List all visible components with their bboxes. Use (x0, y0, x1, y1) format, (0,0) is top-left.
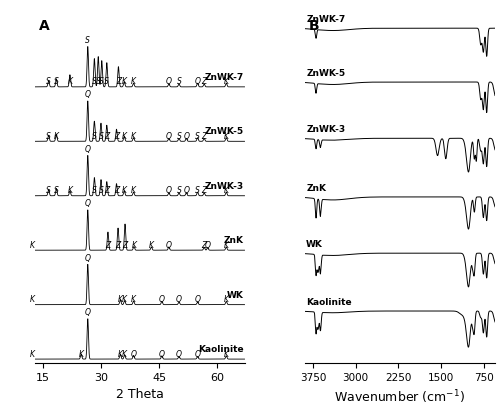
Text: Z: Z (202, 132, 207, 141)
Text: K: K (122, 295, 127, 304)
Text: Q: Q (176, 295, 182, 304)
Text: ZnWK-5: ZnWK-5 (306, 69, 346, 78)
Text: Z: Z (114, 186, 119, 195)
Text: K: K (224, 186, 229, 195)
Text: K: K (30, 241, 35, 250)
Text: K: K (131, 78, 136, 86)
Text: Q: Q (166, 186, 172, 195)
Text: Z: Z (202, 241, 207, 250)
Text: S: S (176, 78, 182, 86)
X-axis label: Wavenumber (cm$^{-1}$): Wavenumber (cm$^{-1}$) (334, 388, 465, 406)
Text: Q: Q (204, 241, 210, 250)
Text: K: K (54, 132, 59, 141)
Text: Q: Q (85, 91, 91, 100)
Text: K: K (131, 132, 136, 141)
Text: K: K (131, 186, 136, 195)
Text: S: S (195, 186, 200, 195)
Text: S: S (46, 186, 51, 195)
Text: Q: Q (166, 132, 172, 141)
Text: K: K (122, 350, 127, 359)
Text: K: K (118, 295, 123, 304)
Text: Q: Q (194, 350, 200, 359)
Text: S: S (195, 132, 200, 141)
Text: Q: Q (85, 145, 91, 154)
Text: S: S (100, 78, 104, 86)
Text: ZnWK-3: ZnWK-3 (306, 125, 346, 134)
Text: K: K (118, 350, 123, 359)
Text: K: K (131, 295, 136, 304)
Text: S: S (92, 132, 97, 141)
Text: K: K (224, 350, 229, 359)
Text: S: S (46, 132, 51, 141)
Text: K: K (224, 132, 229, 141)
Text: K: K (122, 78, 126, 86)
Text: K: K (78, 350, 84, 359)
Text: Z: Z (116, 78, 121, 86)
Text: ZnWK-7: ZnWK-7 (204, 73, 244, 82)
Text: Z: Z (202, 186, 207, 195)
Text: Z: Z (202, 78, 207, 86)
Text: Q: Q (85, 308, 91, 317)
Text: S: S (96, 78, 100, 86)
Text: ZnWK-7: ZnWK-7 (306, 15, 346, 24)
Text: Q: Q (176, 350, 182, 359)
Text: K: K (68, 78, 72, 86)
Text: Z: Z (114, 132, 119, 141)
Text: S: S (92, 78, 97, 86)
X-axis label: 2 Theta: 2 Theta (116, 388, 164, 401)
Text: S: S (176, 186, 182, 195)
Text: Z: Z (104, 132, 110, 141)
Text: Z: Z (106, 241, 110, 250)
Text: ZnWK-3: ZnWK-3 (204, 182, 244, 191)
Text: K: K (122, 132, 126, 141)
Text: Q: Q (166, 78, 172, 86)
Text: ZnK: ZnK (306, 184, 326, 193)
Text: Q: Q (130, 350, 136, 359)
Text: S: S (46, 78, 51, 86)
Text: K: K (68, 186, 72, 195)
Text: K: K (224, 241, 229, 250)
Text: WK: WK (227, 291, 244, 300)
Text: K: K (122, 186, 126, 195)
Text: S: S (92, 186, 97, 195)
Text: S: S (54, 78, 59, 86)
Text: S: S (104, 78, 109, 86)
Text: S: S (98, 132, 103, 141)
Text: K: K (149, 241, 154, 250)
Text: K: K (224, 295, 229, 304)
Text: Q: Q (159, 295, 165, 304)
Text: Q: Q (184, 186, 190, 195)
Text: S: S (98, 186, 103, 195)
Text: Q: Q (194, 295, 200, 304)
Text: Q: Q (184, 132, 190, 141)
Text: B: B (308, 19, 319, 33)
Text: Q: Q (166, 241, 172, 250)
Text: Q: Q (159, 350, 165, 359)
Text: ZnWK-5: ZnWK-5 (204, 127, 244, 136)
Text: Z: Z (122, 241, 128, 250)
Text: Z: Z (104, 186, 110, 195)
Text: K: K (224, 78, 229, 86)
Text: ZnK: ZnK (224, 236, 244, 245)
Text: K: K (30, 350, 35, 359)
Text: Kaolinite: Kaolinite (198, 345, 244, 354)
Text: Q: Q (85, 199, 91, 208)
Text: Kaolinite: Kaolinite (306, 298, 352, 307)
Text: S: S (176, 132, 182, 141)
Text: K: K (30, 295, 35, 304)
Text: Z: Z (116, 241, 120, 250)
Text: A: A (39, 19, 50, 33)
Text: Q: Q (194, 78, 200, 86)
Text: S: S (86, 36, 90, 45)
Text: K: K (132, 241, 136, 250)
Text: Q: Q (85, 254, 91, 263)
Text: WK: WK (306, 240, 323, 249)
Text: S: S (54, 186, 59, 195)
